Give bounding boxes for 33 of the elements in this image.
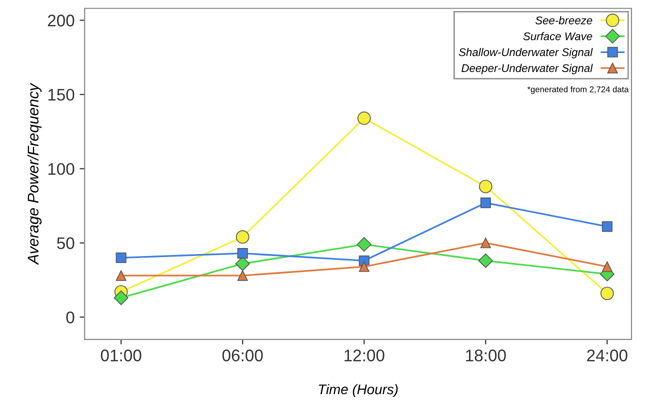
y-tick-label: 100: [48, 163, 74, 175]
point: [237, 270, 248, 281]
point: [480, 198, 491, 208]
point: [116, 270, 126, 281]
annotation: *generated from 2,724 data: [527, 86, 629, 94]
point: [114, 290, 128, 306]
point: [600, 286, 614, 300]
x-tick-label: 01:00: [100, 350, 142, 362]
y-tick-label: 200: [48, 14, 74, 26]
point: [358, 261, 370, 272]
legend-label: Deeper-Underwater Signal: [462, 64, 593, 74]
y-axis-title: Average Power/Frequency: [27, 82, 42, 265]
x-axis-title: Time (Hours): [318, 384, 398, 398]
legend-label: See-breeze: [535, 16, 592, 24]
point: [478, 253, 493, 268]
legend-label: Shallow-Underwater Signal: [458, 48, 593, 58]
point: [602, 221, 612, 232]
point: [116, 252, 126, 264]
x-tick-label: 24:00: [587, 350, 628, 362]
point: [480, 238, 491, 248]
x-tick-label: 06:00: [222, 350, 263, 362]
y-tick-label: 50: [57, 237, 74, 250]
x-tick-label: 18:00: [466, 350, 506, 362]
point: [357, 112, 371, 125]
point: [356, 237, 372, 252]
y-tick-label: 0: [66, 312, 74, 324]
legend-label: Surface Wave: [523, 32, 592, 40]
point: [602, 261, 612, 272]
point: [236, 230, 250, 244]
point: [237, 248, 248, 259]
x-tick-label: 12:00: [344, 350, 384, 362]
point: [478, 180, 492, 194]
y-tick-label: 150: [48, 88, 74, 101]
